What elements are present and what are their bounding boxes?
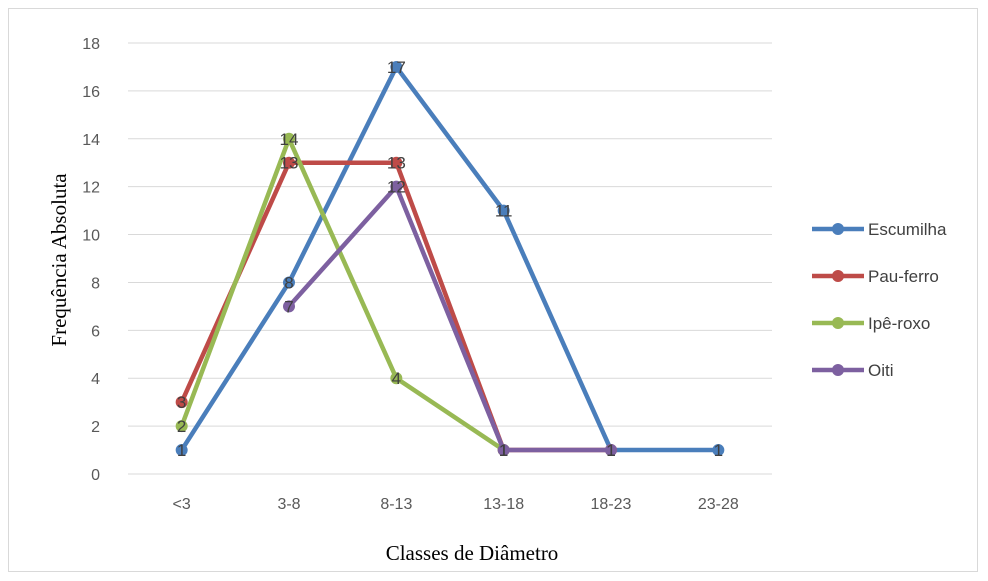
data-label: 13 xyxy=(387,154,406,173)
data-label: 1 xyxy=(606,441,615,460)
y-axis: 0 2 4 6 8 10 12 14 16 18 xyxy=(82,36,100,484)
data-label: 1 xyxy=(499,441,508,460)
data-point xyxy=(497,204,510,217)
legend-label: Pau-ferro xyxy=(868,267,939,286)
x-tick-label: 18-23 xyxy=(591,496,632,513)
data-label: 8 xyxy=(284,273,293,292)
data-label: 3 xyxy=(177,393,186,412)
data-point xyxy=(390,372,403,385)
legend-label: Oiti xyxy=(868,361,894,380)
data-point xyxy=(390,60,403,73)
data-label: 1 xyxy=(499,441,508,460)
y-axis-title: Frequência Absoluta xyxy=(47,173,71,347)
data-label: 1 xyxy=(499,441,508,460)
y-tick-label: 16 xyxy=(82,84,100,101)
y-tick-label: 6 xyxy=(91,323,100,340)
data-label: 1 xyxy=(714,441,723,460)
y-tick-label: 14 xyxy=(82,132,100,149)
legend-marker xyxy=(832,317,844,329)
data-point xyxy=(283,156,295,169)
data-label: 1 xyxy=(606,441,615,460)
y-tick-label: 10 xyxy=(82,228,100,245)
data-point xyxy=(497,444,510,457)
y-tick-label: 0 xyxy=(91,467,100,484)
data-point xyxy=(390,156,403,169)
data-point xyxy=(712,444,725,457)
data-label: 14 xyxy=(280,130,299,149)
data-label: 1 xyxy=(606,441,615,460)
y-tick-label: 4 xyxy=(91,371,100,388)
x-tick-label: <3 xyxy=(173,496,191,513)
x-tick-label: 23-28 xyxy=(698,496,739,513)
data-label: 11 xyxy=(495,202,513,221)
data-point xyxy=(390,180,403,193)
data-label: 4 xyxy=(392,369,401,388)
legend-label: Escumilha xyxy=(868,220,947,239)
data-label: 12 xyxy=(387,178,406,197)
legend-label: Ipê-roxo xyxy=(868,314,930,333)
y-tick-label: 2 xyxy=(91,419,100,436)
y-tick-label: 8 xyxy=(91,275,100,292)
data-point xyxy=(283,276,295,289)
data-point xyxy=(175,444,188,457)
data-point xyxy=(175,420,188,433)
data-label: 17 xyxy=(387,58,406,77)
series-line xyxy=(179,64,719,453)
y-tick-label: 12 xyxy=(82,180,100,197)
gridlines xyxy=(128,42,772,427)
legend-marker xyxy=(832,364,844,376)
x-axis: <3 3-8 8-13 13-18 18-23 23-28 xyxy=(128,473,772,513)
data-label: 1 xyxy=(177,441,186,460)
x-tick-label: 8-13 xyxy=(380,496,412,513)
series-line xyxy=(179,136,505,452)
data-label: 2 xyxy=(177,417,186,436)
y-tick-label: 18 xyxy=(82,36,100,53)
data-point xyxy=(175,396,188,409)
legend-marker xyxy=(832,270,844,282)
data-point xyxy=(283,132,295,145)
data-point xyxy=(283,300,295,313)
series-lines xyxy=(175,60,725,457)
legend-marker xyxy=(832,223,844,235)
x-axis-title: Classes de Diâmetro xyxy=(386,541,559,565)
chart-frame xyxy=(8,8,978,572)
legend: Escumilha Pau-ferro Ipê-roxo Oiti xyxy=(812,220,947,380)
data-label: 13 xyxy=(280,154,299,173)
x-tick-label: 3-8 xyxy=(277,496,300,513)
data-point xyxy=(605,444,617,457)
data-label: 7 xyxy=(284,297,293,316)
series-line xyxy=(287,184,611,453)
x-tick-label: 13-18 xyxy=(483,496,524,513)
